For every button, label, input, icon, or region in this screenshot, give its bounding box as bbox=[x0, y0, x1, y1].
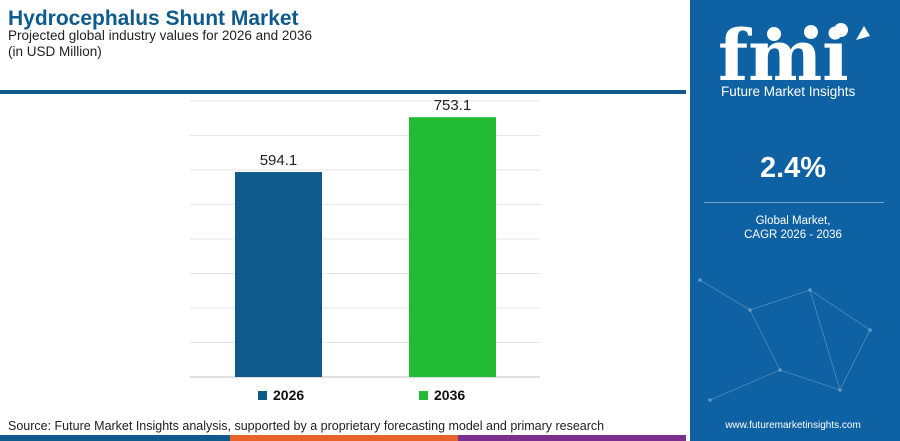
cagr-label-period: CAGR 2026 - 2036 bbox=[744, 229, 842, 241]
sidebar-panel: fmi Future Market Insights 2.4% Global M… bbox=[686, 0, 900, 441]
cagr-value: 2.4% bbox=[759, 152, 827, 184]
website-link[interactable]: www.futuremarketinsights.com bbox=[725, 420, 861, 431]
legend-label-2036: 2036 bbox=[434, 387, 466, 403]
source-note: Source: Future Market Insights analysis,… bbox=[8, 419, 605, 433]
page-subtitle: Projected global industry values for 202… bbox=[8, 28, 312, 43]
legend-item-2036: 2036 bbox=[419, 387, 465, 403]
footer-color-bar bbox=[0, 435, 686, 441]
legend-item-2026: 2026 bbox=[258, 387, 304, 403]
page-title: Hydrocephalus Shunt Market bbox=[8, 7, 299, 30]
legend-label-2026: 2026 bbox=[273, 387, 305, 403]
cagr-label-market: Global Market, bbox=[755, 215, 831, 227]
sidebar-divider bbox=[704, 202, 884, 203]
data-label-2026: 594.1 bbox=[260, 152, 298, 169]
svg-text:fmi: fmi bbox=[718, 14, 849, 97]
bar-2036 bbox=[409, 117, 496, 378]
network-pattern bbox=[698, 278, 872, 402]
legend-swatch-2026 bbox=[258, 390, 267, 400]
bar-2026 bbox=[235, 172, 322, 377]
bar-chart: 594.1 753.1 bbox=[190, 97, 540, 378]
logo-text: Future Market Insights bbox=[721, 84, 856, 99]
header-rule bbox=[0, 90, 686, 94]
fmi-logo: fmi bbox=[718, 14, 870, 97]
data-label-2036: 753.1 bbox=[434, 97, 472, 114]
legend-swatch-2036 bbox=[419, 390, 428, 400]
page-subtitle-units: (in USD Million) bbox=[8, 44, 102, 59]
